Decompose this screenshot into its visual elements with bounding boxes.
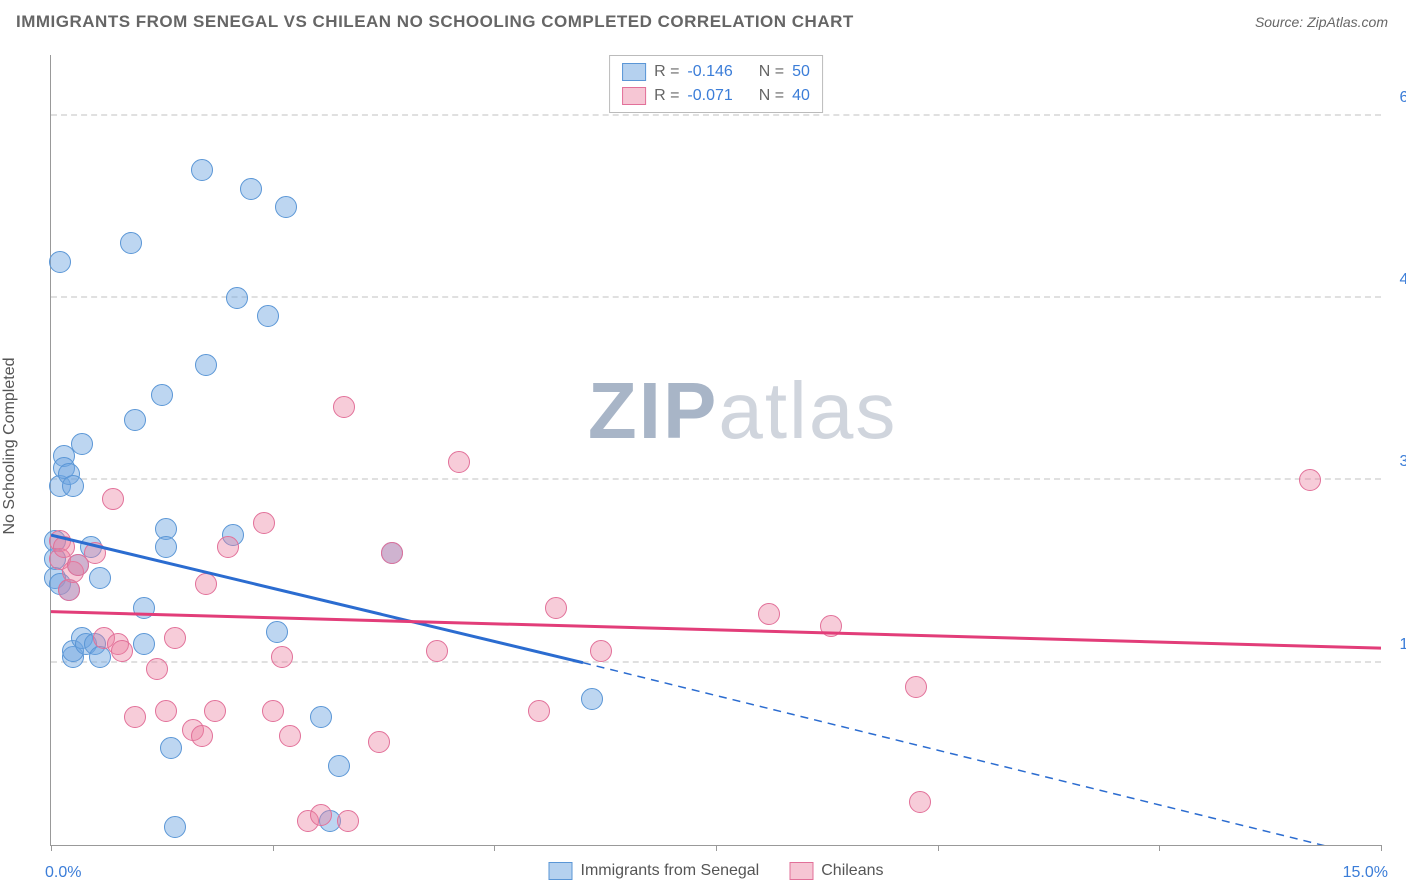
- data-point: [337, 810, 359, 832]
- legend-row: R = -0.071 N = 40: [622, 84, 810, 108]
- x-axis-max-label: 15.0%: [1343, 864, 1388, 882]
- chart-title: IMMIGRANTS FROM SENEGAL VS CHILEAN NO SC…: [16, 12, 854, 32]
- data-point: [195, 354, 217, 376]
- data-point: [164, 816, 186, 838]
- legend-n-value: 50: [792, 60, 810, 84]
- legend-label: Chileans: [821, 862, 883, 880]
- y-tick-label: 6.0%: [1400, 89, 1406, 107]
- legend-r-label: R =: [654, 60, 679, 84]
- x-tick: [494, 845, 495, 851]
- legend-n-label: N =: [759, 60, 784, 84]
- data-point: [381, 542, 403, 564]
- data-point: [262, 700, 284, 722]
- y-tick-label: 4.5%: [1400, 271, 1406, 289]
- correlation-legend: R = -0.146 N = 50 R = -0.071 N = 40: [609, 55, 823, 113]
- y-tick-label: 1.5%: [1400, 636, 1406, 654]
- grid-line: [51, 296, 1381, 298]
- data-point: [253, 512, 275, 534]
- x-tick: [273, 845, 274, 851]
- legend-swatch: [549, 862, 573, 880]
- data-point: [89, 567, 111, 589]
- legend-swatch: [622, 87, 646, 105]
- legend-row: R = -0.146 N = 50: [622, 60, 810, 84]
- data-point: [71, 433, 93, 455]
- data-point: [133, 633, 155, 655]
- data-point: [909, 791, 931, 813]
- legend-item: Immigrants from Senegal: [549, 862, 760, 880]
- x-tick: [938, 845, 939, 851]
- data-point: [84, 542, 106, 564]
- legend-item: Chileans: [789, 862, 883, 880]
- y-axis-label: No Schooling Completed: [1, 358, 19, 535]
- grid-line: [51, 661, 1381, 663]
- data-point: [120, 232, 142, 254]
- x-tick: [1381, 845, 1382, 851]
- data-point: [191, 159, 213, 181]
- legend-swatch: [622, 63, 646, 81]
- data-point: [279, 725, 301, 747]
- data-point: [333, 396, 355, 418]
- legend-r-value: -0.146: [687, 60, 732, 84]
- data-point: [448, 451, 470, 473]
- legend-n-value: 40: [792, 84, 810, 108]
- data-point: [155, 536, 177, 558]
- data-point: [164, 627, 186, 649]
- data-point: [240, 178, 262, 200]
- source-attribution: Source: ZipAtlas.com: [1255, 14, 1388, 30]
- data-point: [368, 731, 390, 753]
- data-point: [151, 384, 173, 406]
- data-point: [195, 573, 217, 595]
- data-point: [155, 700, 177, 722]
- data-point: [820, 615, 842, 637]
- data-point: [49, 251, 71, 273]
- data-point: [758, 603, 780, 625]
- data-point: [204, 700, 226, 722]
- data-point: [328, 755, 350, 777]
- data-point: [528, 700, 550, 722]
- data-point: [590, 640, 612, 662]
- data-point: [310, 804, 332, 826]
- data-point: [62, 475, 84, 497]
- legend-n-label: N =: [759, 84, 784, 108]
- data-point: [426, 640, 448, 662]
- data-point: [226, 287, 248, 309]
- data-point: [146, 658, 168, 680]
- grid-line: [51, 478, 1381, 480]
- scatter-chart: ZIPatlas R =-0.146N =50R =-0.071N =40 Im…: [50, 55, 1381, 846]
- data-point: [271, 646, 293, 668]
- data-point: [257, 305, 279, 327]
- series-legend: Immigrants from Senegal Chileans: [549, 862, 884, 880]
- data-point: [1299, 469, 1321, 491]
- data-point: [905, 676, 927, 698]
- legend-label: Immigrants from Senegal: [581, 862, 760, 880]
- x-tick: [51, 845, 52, 851]
- data-point: [124, 706, 146, 728]
- x-axis-min-label: 0.0%: [45, 864, 81, 882]
- data-point: [102, 488, 124, 510]
- x-tick: [1159, 845, 1160, 851]
- data-point: [266, 621, 288, 643]
- data-point: [111, 640, 133, 662]
- data-point: [217, 536, 239, 558]
- data-point: [275, 196, 297, 218]
- legend-r-value: -0.071: [687, 84, 732, 108]
- data-point: [545, 597, 567, 619]
- x-tick: [716, 845, 717, 851]
- data-point: [124, 409, 146, 431]
- data-point: [133, 597, 155, 619]
- data-point: [191, 725, 213, 747]
- data-point: [160, 737, 182, 759]
- y-tick-label: 3.0%: [1400, 453, 1406, 471]
- legend-swatch: [789, 862, 813, 880]
- watermark: ZIPatlas: [588, 365, 897, 457]
- data-point: [58, 579, 80, 601]
- data-point: [581, 688, 603, 710]
- grid-line: [51, 114, 1381, 116]
- legend-r-label: R =: [654, 84, 679, 108]
- data-point: [310, 706, 332, 728]
